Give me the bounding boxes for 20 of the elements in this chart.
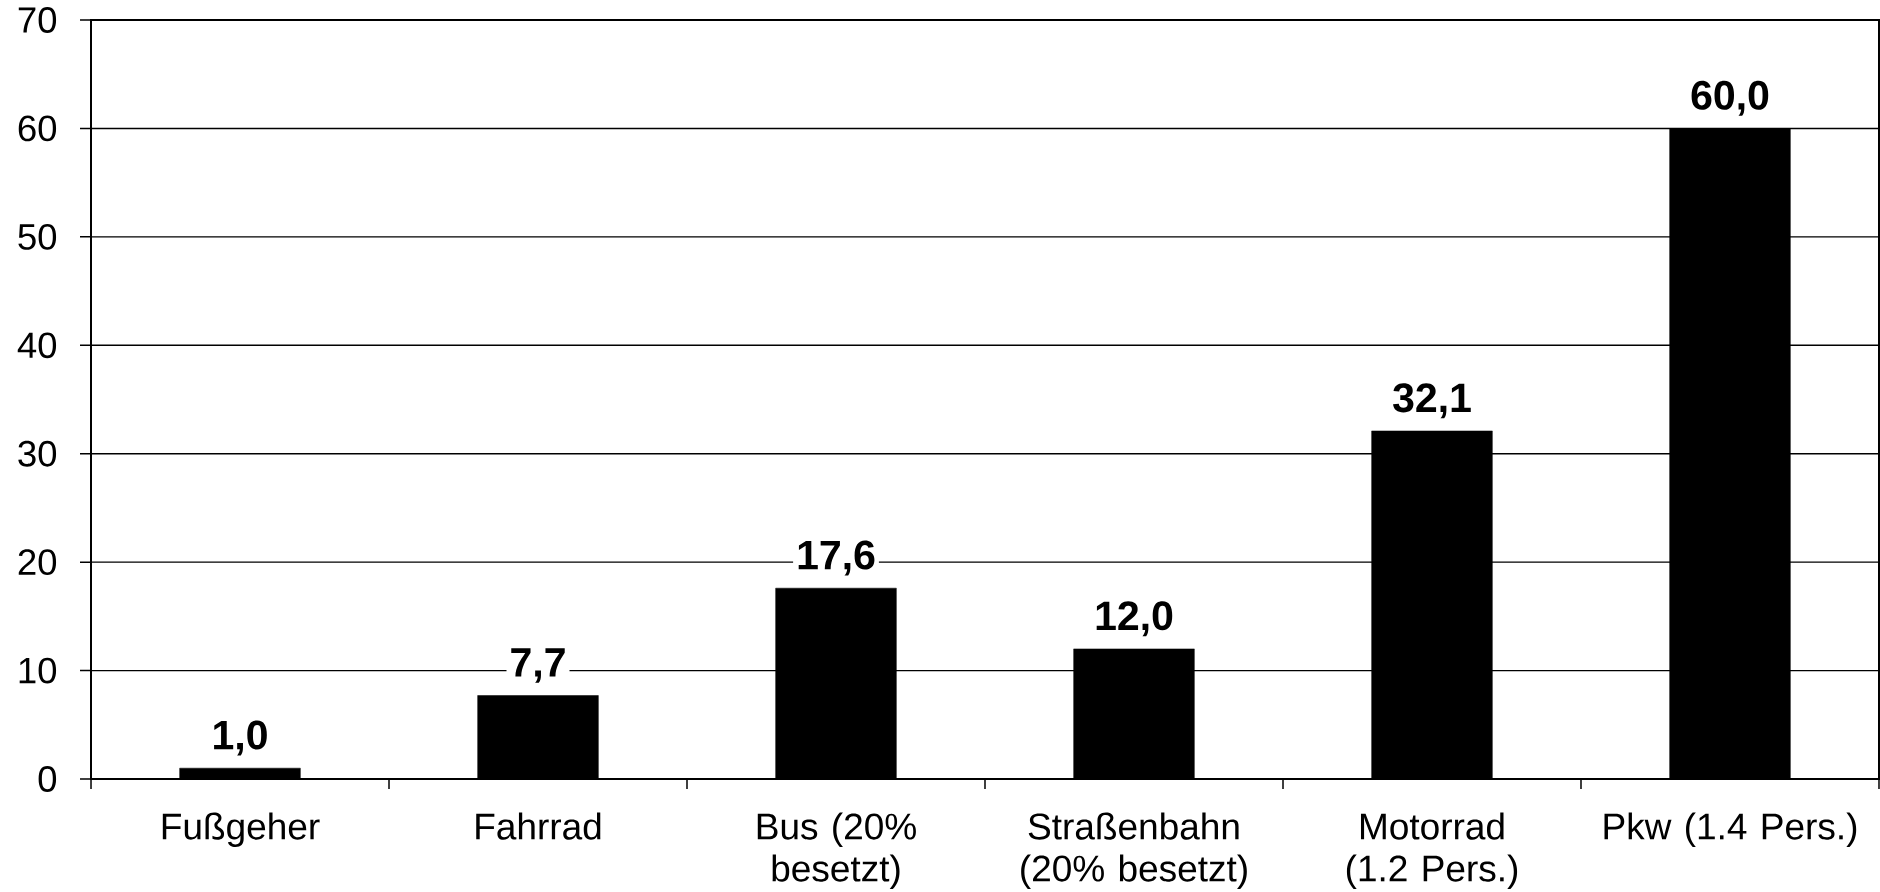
- y-tick-label: 70: [18, 7, 57, 33]
- data-label: 17,6: [798, 540, 875, 576]
- x-tick-label: Motorrad (1.2 Pers.): [1346, 812, 1518, 889]
- data-label: 1,0: [214, 720, 267, 756]
- y-tick-label: 0: [38, 766, 57, 792]
- y-tick-label: 50: [18, 223, 57, 250]
- y-tick-label: 60: [18, 115, 57, 142]
- x-tick-label: Straßenbahn (20% besetzt): [1021, 812, 1247, 889]
- y-tick-label: 40: [17, 332, 57, 359]
- x-tick-label: Bus (20% besetzt): [757, 812, 916, 889]
- data-label: 32,1: [1393, 383, 1471, 419]
- x-tick-label: Fahrrad: [476, 812, 601, 840]
- x-tick-label: Pkw (1.4 Pers.): [1604, 812, 1857, 847]
- data-label: 60,0: [1691, 80, 1769, 116]
- y-tick-label: 30: [18, 440, 57, 467]
- y-tick-label: 10: [19, 657, 57, 684]
- data-label: 12,0: [1096, 601, 1173, 637]
- x-tick-label: Fußgeher: [162, 812, 320, 847]
- data-label: 7,7: [511, 648, 565, 683]
- y-tick-label: 20: [18, 549, 57, 576]
